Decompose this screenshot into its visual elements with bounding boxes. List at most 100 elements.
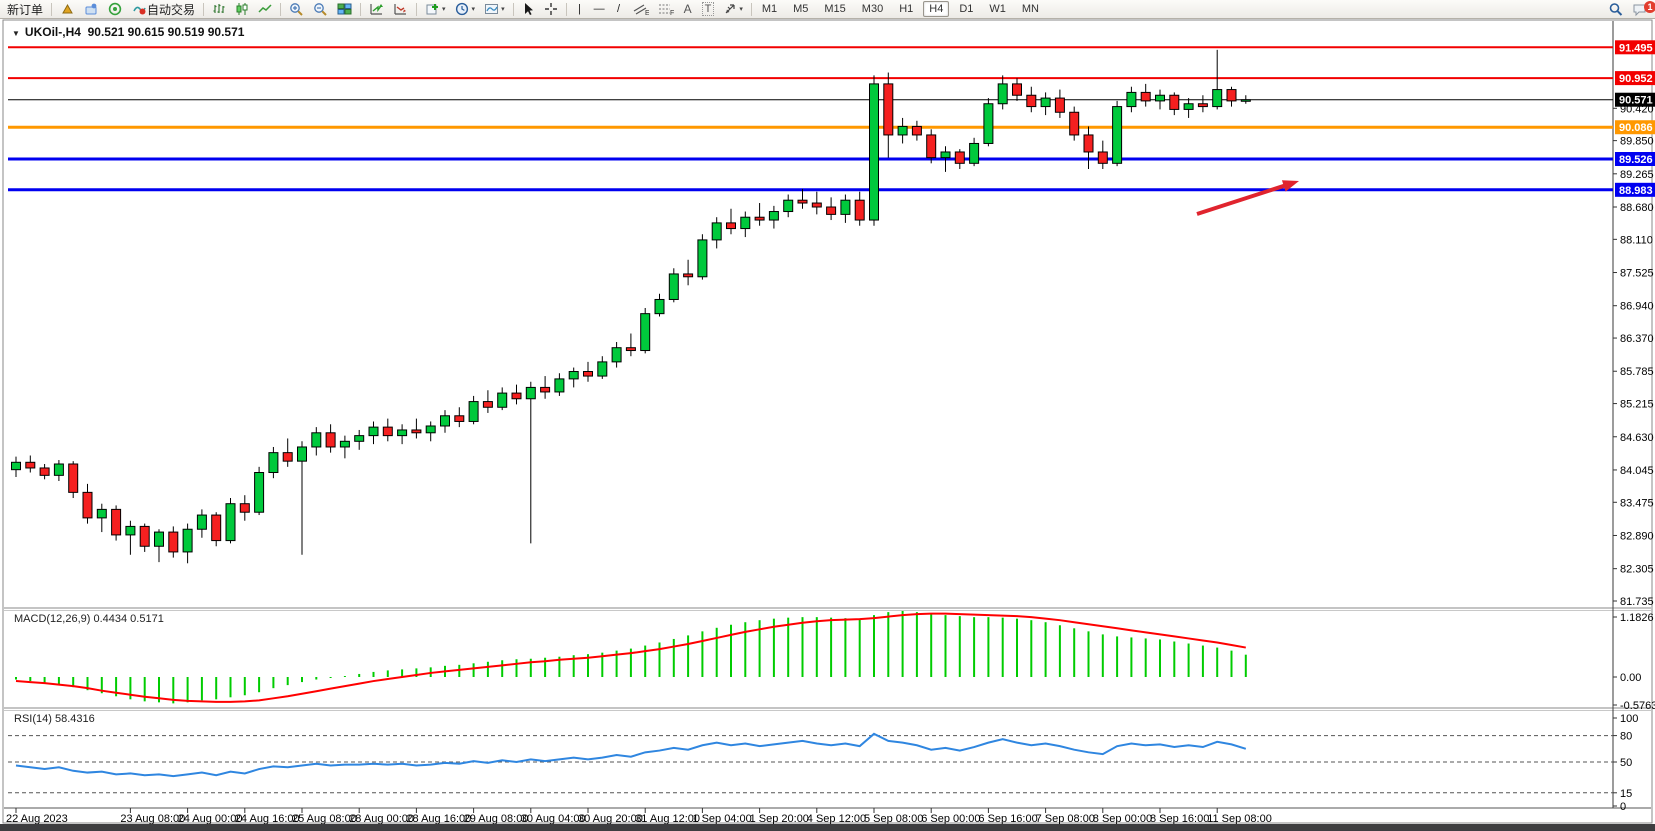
price-tick-label: 87.525 xyxy=(1620,268,1654,280)
market-watch-button[interactable] xyxy=(56,1,79,18)
autotrading-label: 自动交易 xyxy=(147,2,196,17)
rsi-indicator-label: RSI(14) 58.4316 xyxy=(14,713,95,725)
price-line-label: 90.952 xyxy=(1619,73,1653,85)
candle-down xyxy=(382,426,393,437)
add-chart-icon xyxy=(426,4,439,15)
candle-down xyxy=(883,83,894,136)
candle-up xyxy=(311,432,322,448)
candle-down xyxy=(68,463,79,493)
timeframe-button-d1[interactable]: D1 xyxy=(953,1,979,17)
equidistant-channel-icon: E xyxy=(633,4,649,16)
candle-up xyxy=(640,313,651,352)
channel-tool-button[interactable]: E xyxy=(629,1,653,18)
toolbar-separator xyxy=(750,2,752,16)
signals-button[interactable] xyxy=(104,1,127,18)
candlestick-chart-icon xyxy=(236,3,248,15)
candle-up xyxy=(869,83,879,221)
text-label-tool-button[interactable]: T xyxy=(698,1,719,18)
candle-up xyxy=(1183,103,1194,110)
candle-down xyxy=(826,206,837,215)
macd-axis-label: 1.1826 xyxy=(1620,612,1654,624)
price-line-label-box xyxy=(1615,71,1655,86)
tile-windows-button[interactable] xyxy=(333,1,356,18)
time-axis-label: 6 Sep 16:00 xyxy=(978,813,1037,825)
candle-up xyxy=(611,347,622,363)
period-button[interactable]: ▾ xyxy=(451,1,480,18)
price-tick-label: 84.630 xyxy=(1620,432,1654,444)
rsi-axis-label: 50 xyxy=(1620,757,1632,769)
horizontal-line-tool-button[interactable]: — xyxy=(590,1,609,18)
candle-down xyxy=(754,216,765,221)
zoom-out-button[interactable] xyxy=(309,1,332,18)
candle-up xyxy=(1112,106,1123,164)
price-tick-label: 82.890 xyxy=(1620,530,1654,542)
autotrading-icon xyxy=(133,6,146,15)
candle-down xyxy=(239,503,250,513)
candle-down xyxy=(1012,83,1022,96)
price-line-label-box xyxy=(1615,120,1655,135)
new-order-button[interactable]: 新订单 xyxy=(3,1,47,18)
chart-menu-arrow-icon[interactable]: ▼ xyxy=(12,29,20,38)
crosshair-tool-button[interactable] xyxy=(540,1,562,18)
candle-down xyxy=(1026,94,1037,108)
timeframe-button-m30[interactable]: M30 xyxy=(856,1,889,17)
arrow-tools-caret-icon: ▾ xyxy=(739,6,743,13)
price-line-label: 90.086 xyxy=(1619,122,1653,134)
trendline-tool-button[interactable]: / xyxy=(610,1,628,18)
profile-up-button[interactable] xyxy=(365,1,388,18)
templates-button[interactable]: ▾ xyxy=(480,1,509,18)
timeframe-button-h4[interactable]: H4 xyxy=(923,1,950,17)
candle-up xyxy=(125,525,136,536)
symbol-period-label: UKOil-,H4 xyxy=(24,25,81,39)
annotation-arrow-shaft[interactable] xyxy=(1196,182,1291,216)
candle-down xyxy=(683,273,694,278)
search-button[interactable] xyxy=(1604,1,1627,18)
candle-down xyxy=(625,347,636,352)
timeframe-button-m1[interactable]: M1 xyxy=(756,1,783,17)
candle-down xyxy=(111,508,122,536)
bar-chart-icon xyxy=(213,4,225,13)
line-chart-icon xyxy=(258,4,272,13)
candle-up xyxy=(53,463,64,476)
timeframe-button-w1[interactable]: W1 xyxy=(983,1,1012,17)
annotation-arrow-head[interactable] xyxy=(1281,180,1299,192)
publish-button[interactable] xyxy=(80,1,103,18)
candle-up xyxy=(1212,89,1223,108)
bar-chart-button[interactable] xyxy=(208,1,230,18)
timeframe-button-mn[interactable]: MN xyxy=(1016,1,1045,17)
arrow-tools-icon xyxy=(725,4,735,14)
candle-down xyxy=(797,199,808,204)
line-chart-button[interactable] xyxy=(254,1,276,18)
candle-down xyxy=(82,491,93,519)
candle-up xyxy=(96,508,107,519)
candle-up xyxy=(397,429,408,437)
zoom-in-button[interactable] xyxy=(285,1,308,18)
candle-up xyxy=(440,415,450,427)
toolbar-separator xyxy=(565,2,567,16)
timeframe-button-h1[interactable]: H1 xyxy=(893,1,919,17)
arrow-tools-button[interactable]: ▾ xyxy=(719,1,747,18)
candle-down xyxy=(139,525,150,547)
time-axis-label: 28 Aug 16:00 xyxy=(406,813,471,825)
timeframe-button-m5[interactable]: M5 xyxy=(787,1,814,17)
time-axis-label: 6 Sep 00:00 xyxy=(921,813,980,825)
candlestick-chart-button[interactable] xyxy=(231,1,253,18)
toolbar-separator xyxy=(51,2,53,16)
candle-down xyxy=(325,432,336,448)
notifications-button[interactable]: 1 xyxy=(1628,0,1655,18)
add-chart-button[interactable]: ▾ xyxy=(421,1,450,18)
crosshair-icon xyxy=(544,3,557,15)
time-axis-label: 25 Aug 08:00 xyxy=(292,813,357,825)
profile-down-button[interactable] xyxy=(389,1,412,18)
candle-down xyxy=(39,467,50,476)
cursor-tool-button[interactable] xyxy=(518,1,539,18)
text-tool-button[interactable]: A xyxy=(679,1,697,18)
templates-icon xyxy=(485,4,499,14)
candle-up xyxy=(1126,91,1137,108)
autotrading-button[interactable]: 自动交易 xyxy=(128,1,199,18)
vertical-line-tool-button[interactable]: | xyxy=(571,1,589,18)
profile-up-icon xyxy=(370,4,384,15)
timeframe-button-m15[interactable]: M15 xyxy=(818,1,851,17)
fibonacci-tool-button[interactable]: F xyxy=(654,1,678,18)
